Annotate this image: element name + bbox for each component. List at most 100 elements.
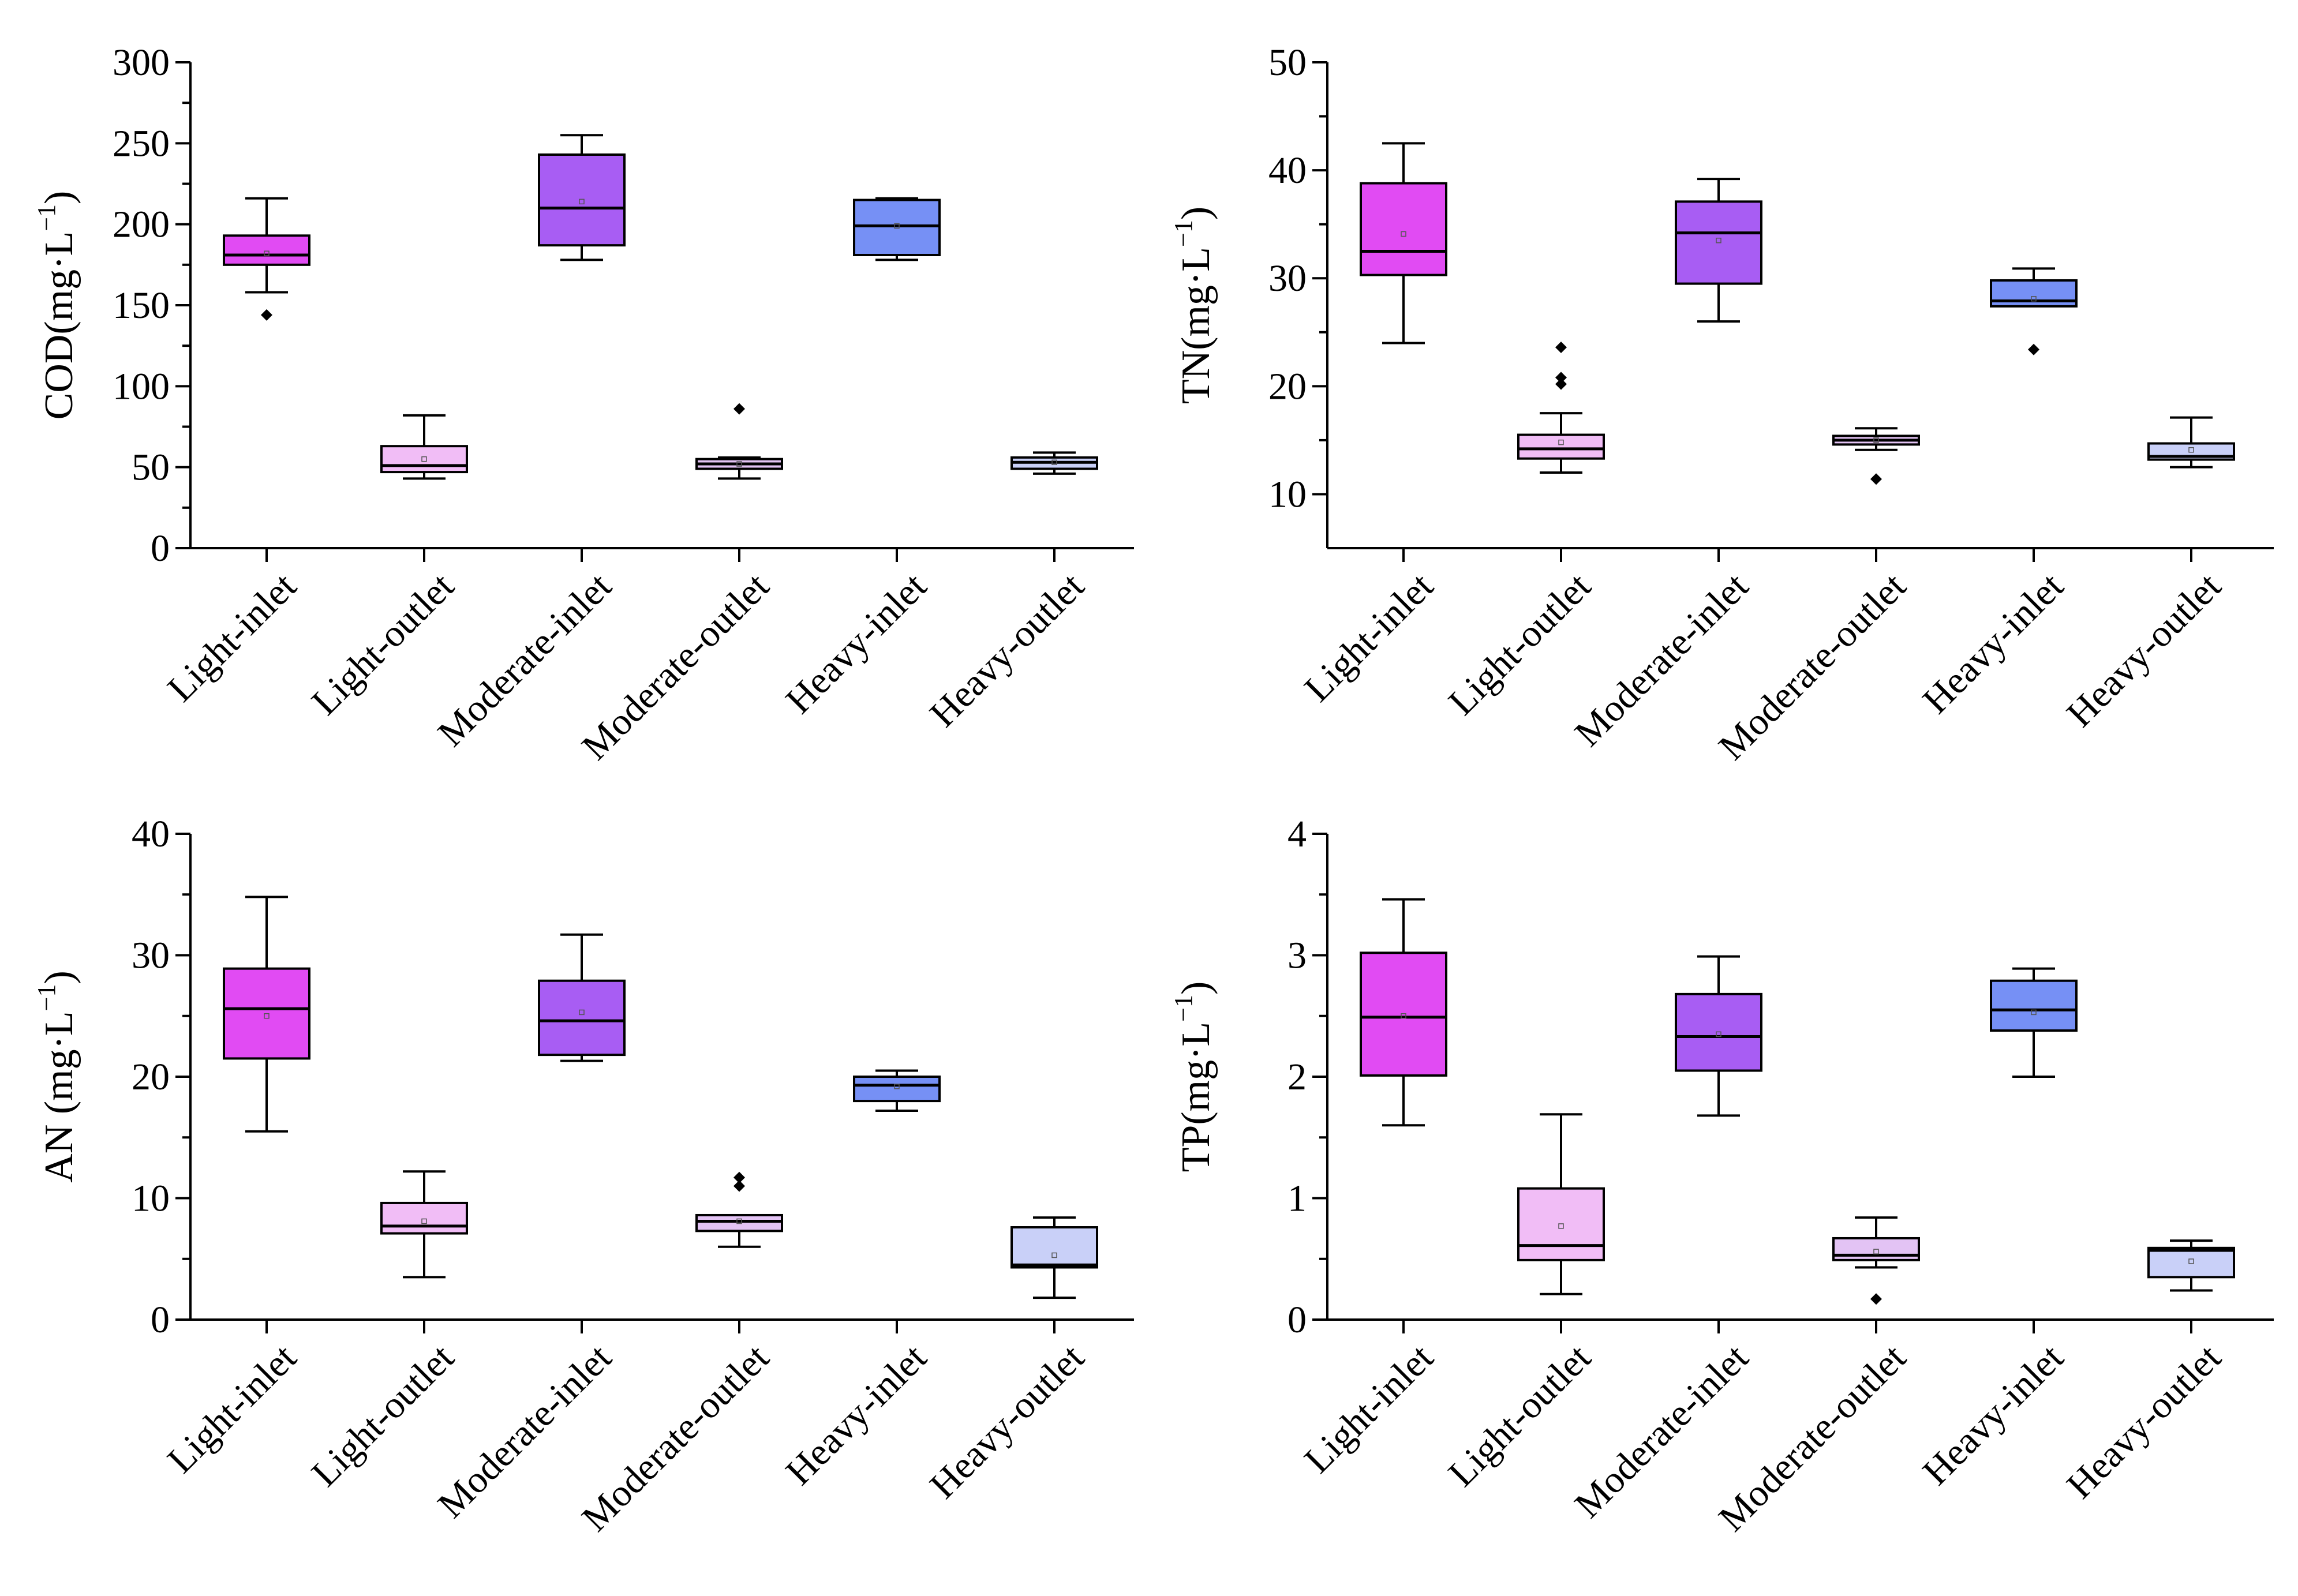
panel-3-box-4 (695, 1171, 783, 1248)
outlier-point (1555, 378, 1567, 390)
panel-4-box-1 (1360, 898, 1447, 1127)
mean-marker (1401, 1013, 1406, 1019)
panel-2-category-label: Heavy-outlet (2059, 565, 2229, 735)
panel-3: 0 10 20 30 40 AN (mg·L−1) Light-inletLight-out… (32, 813, 1134, 1539)
panel-1-y-axis-title: COD(mg·L−1) (32, 191, 81, 420)
panel-2-category-label: Light-inlet (1296, 565, 1441, 710)
panel-4-box-3 (1675, 955, 1762, 1117)
box-iqr (1675, 992, 1762, 1072)
panel-3-y-axis-title: AN (mg·L−1) (32, 971, 81, 1183)
panel-4-box-5 (1990, 967, 2078, 1078)
box-iqr (1517, 1187, 1605, 1261)
panel-2-box-3 (1675, 178, 1762, 323)
panel-2-y-tick-label: 30 (1268, 257, 1307, 299)
outlier-point (1870, 473, 1882, 485)
panel-3-category-label: Heavy-outlet (922, 1336, 1092, 1507)
box-iqr (853, 198, 941, 256)
mean-marker (736, 461, 742, 467)
panel-1-y-tick-label: 200 (113, 204, 170, 246)
panel-3-y-tick-label: 40 (132, 813, 170, 855)
mean-marker (2188, 447, 2194, 453)
panel-4-box-2 (1517, 1113, 1605, 1295)
mean-marker (1558, 1223, 1564, 1229)
panel-4-y-tick-label: 0 (1288, 1299, 1307, 1341)
mean-marker (421, 1218, 427, 1224)
panel-2-box-5 (1990, 267, 2078, 355)
panel-3-box-2 (380, 1170, 468, 1279)
panel-2-category-label: Heavy-inlet (1915, 565, 2072, 722)
panel-3-box-5 (853, 1069, 941, 1112)
panel-4-category-label: Heavy-inlet (1915, 1336, 2072, 1493)
mean-marker (2031, 296, 2037, 302)
panel-3-y-tick-label: 30 (132, 935, 170, 977)
box-iqr (538, 979, 626, 1056)
box-iqr (695, 1213, 783, 1232)
box-iqr (1990, 979, 2078, 1032)
panel-1-box-5 (853, 197, 941, 261)
panel-3-category-label: Heavy-inlet (778, 1336, 935, 1493)
panel-4-y-tick-label: 4 (1288, 813, 1307, 855)
mean-marker (1401, 231, 1406, 237)
panel-1-y-tick-label: 50 (132, 447, 170, 489)
panel-4-box-6 (2147, 1239, 2235, 1292)
panel-1-y-tick-label: 100 (113, 365, 170, 407)
panel-4-category-label: Light-outlet (1440, 1336, 1599, 1495)
panel-3-category-label: Light-outlet (304, 1336, 462, 1495)
outlier-point (1555, 372, 1567, 384)
box-iqr (1517, 433, 1605, 460)
panel-1-category-label: Heavy-inlet (778, 565, 935, 722)
panel-2-y-tick-label: 20 (1268, 365, 1307, 407)
panel-1-box-2 (380, 414, 468, 480)
outlier-point (1870, 1293, 1882, 1305)
panel-3-y-tick-label: 0 (151, 1299, 170, 1341)
panel-1-y-tick-label: 250 (113, 122, 170, 164)
mean-marker (1873, 437, 1879, 443)
panel-3-category-label: Light-inlet (159, 1336, 304, 1481)
panel-1-box-6 (1010, 451, 1098, 475)
panel-3-box-6 (1010, 1216, 1098, 1299)
mean-marker (264, 250, 270, 256)
mean-marker (894, 223, 900, 229)
outlier-point (733, 403, 745, 415)
panel-1-y-tick-label: 0 (151, 527, 170, 570)
mean-marker (579, 1009, 585, 1016)
mean-marker (1873, 1249, 1879, 1254)
outlier-point (1555, 341, 1567, 353)
panel-2-box-2 (1517, 341, 1605, 474)
panel-1-category-label: Light-inlet (159, 565, 304, 710)
panel-1-category-label: Heavy-outlet (922, 565, 1092, 735)
panel-4-category-label: Heavy-outlet (2059, 1336, 2229, 1507)
mean-marker (579, 198, 585, 205)
panel-1-y-tick-label: 300 (113, 42, 170, 84)
box-iqr (1990, 279, 2078, 308)
box-iqr (223, 234, 310, 266)
mean-marker (2031, 1009, 2037, 1016)
mean-marker (894, 1084, 900, 1089)
box-iqr (380, 1201, 468, 1235)
panel-2-box-4 (1832, 427, 1920, 485)
outlier-point (733, 1180, 745, 1192)
mean-marker (1051, 459, 1057, 465)
panel-2: 10 20 30 40 50 TN(mg·L−1) Light-inletLight-out… (1169, 42, 2274, 768)
box-iqr (380, 445, 468, 474)
panel-2-y-axis-title: TN(mg·L−1) (1169, 207, 1218, 404)
panel-1: 0 50 100 150 200 250 300 COD(mg·L−1) Light-inlet… (32, 42, 1134, 768)
panel-4-y-tick-label: 3 (1288, 935, 1307, 977)
box-iqr (1010, 1226, 1098, 1269)
panel-2-category-label: Light-outlet (1440, 565, 1599, 724)
outlier-point (261, 309, 272, 321)
panel-1-category-label: Light-outlet (304, 565, 462, 724)
panel-1-box-3 (538, 134, 626, 261)
outlier-point (733, 1171, 745, 1183)
panel-4: 01234TP(mg·L−1)Light-inletLight-outletMo… (1169, 813, 2274, 1539)
panel-3-box-1 (223, 896, 310, 1133)
panel-2-box-1 (1360, 142, 1447, 344)
panel-4-y-tick-label: 2 (1288, 1056, 1307, 1098)
box-iqr (1360, 951, 1447, 1077)
panel-4-box-4 (1832, 1216, 1920, 1305)
box-iqr (2147, 1246, 2235, 1279)
mean-marker (2188, 1258, 2194, 1264)
mean-marker (421, 456, 427, 462)
panel-4-y-axis-title: TP(mg·L−1) (1169, 981, 1218, 1172)
